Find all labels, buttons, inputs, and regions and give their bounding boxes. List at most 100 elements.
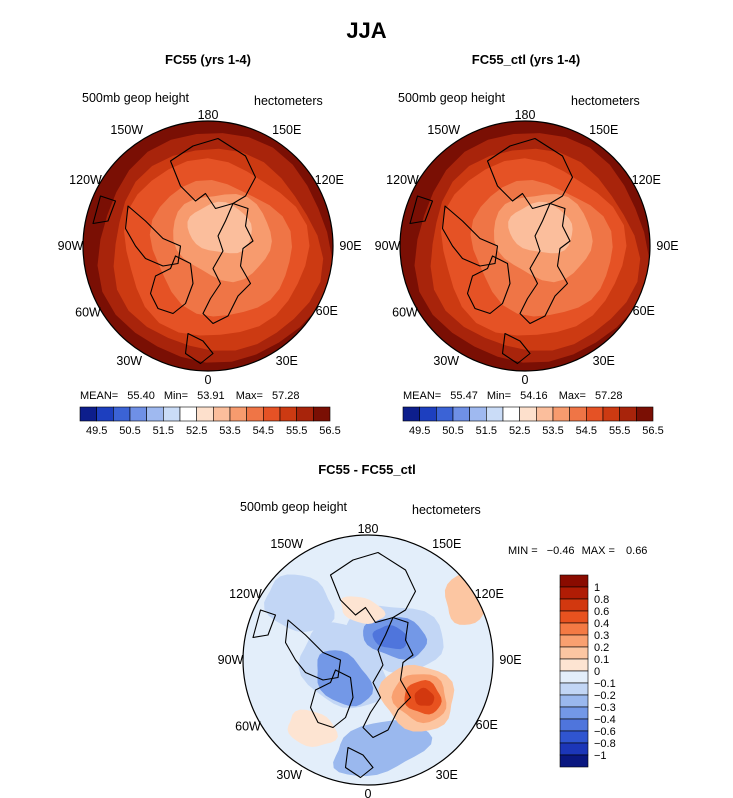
map-1-coastline-4 [184, 332, 214, 365]
map-1-coastline-2 [124, 205, 182, 267]
map-2-field [400, 121, 650, 371]
map-1-field [83, 121, 333, 371]
colorbar-2-swatch-14 [636, 406, 654, 422]
panel1-mean: 55.40 [127, 390, 155, 402]
map-1-lon-label-11: 150W [110, 123, 143, 137]
panel2-title: FC55_ctl (yrs 1-4) [471, 52, 581, 67]
panel1-max: 57.28 [271, 390, 300, 402]
colorbar-2-swatch-0 [402, 406, 420, 422]
map-3-coastline-3 [309, 669, 354, 729]
panel1-min-label: Min= [163, 390, 189, 402]
map-3-coastline-4 [344, 746, 374, 779]
panel3-min-label: MIN = [508, 545, 538, 557]
colorbar-3-swatch-5 [559, 634, 589, 648]
map-2-lon-label-7: 30W [433, 354, 459, 368]
colorbar-3-tick-13: −0.8 [594, 738, 616, 750]
panel3-field-label: 500mb geop height [240, 500, 348, 514]
colorbar-1-swatch-4 [146, 406, 164, 422]
panel2-min: 54.16 [520, 390, 548, 402]
map-1-lon-label-6: 0 [205, 373, 212, 387]
panel1-stats: MEAN= 55.40 Min= 53.91 Max= 57.28 [80, 390, 300, 402]
panel1-units: hectometers [254, 94, 323, 108]
colorbar-2-tick-6: 55.5 [609, 425, 630, 437]
colorbar-2-swatch-11 [586, 406, 604, 422]
colorbar-3-swatch-6 [559, 646, 589, 660]
panel3-max-label: MAX = [581, 545, 615, 557]
colorbar-2-swatch-3 [452, 406, 470, 422]
map-1-lon-label-5: 30E [276, 354, 298, 368]
colorbar-1-swatch-2 [113, 406, 131, 422]
colorbar-3-tick-10: −0.3 [594, 702, 616, 714]
colorbar-3-tick-5: 0.2 [594, 642, 609, 654]
colorbar-3-swatch-1 [559, 586, 589, 600]
map-1-lon-label-8: 60W [75, 305, 101, 319]
colorbar-3-tick-1: 0.8 [594, 594, 609, 606]
map-2-lon-label-9: 90W [375, 239, 401, 253]
map-1-coastline-0 [169, 137, 257, 210]
colorbar-2-swatch-8 [536, 406, 554, 422]
map-2-lon-label-6: 0 [522, 373, 529, 387]
panel2-field-label: 500mb geop height [398, 91, 506, 105]
colorbar-3-tick-11: −0.4 [594, 714, 616, 726]
map-1-coastline-3 [149, 255, 194, 315]
colorbar-3-tick-14: −1 [594, 750, 607, 762]
colorbar-3-tick-7: 0 [594, 666, 600, 678]
colorbar-2-tick-5: 54.5 [576, 425, 597, 437]
map-3-contour-8 [287, 709, 338, 747]
colorbar-3-swatch-13 [559, 730, 589, 744]
map-2-lon-label-0: 180 [515, 108, 536, 122]
map-3-contour-1 [264, 574, 335, 633]
colorbar-3-swatch-0 [559, 574, 589, 588]
map-3-coastline-2 [284, 619, 342, 681]
map-2-border [399, 120, 651, 372]
map-2-lon-label-5: 30E [593, 354, 615, 368]
map-3-contour-7 [333, 719, 433, 777]
panel2-stats: MEAN= 55.47 Min= 54.16 Max= 57.28 [403, 390, 623, 402]
map-2-coastline-3 [466, 255, 511, 315]
colorbar-2-swatch-13 [619, 406, 637, 422]
colorbar-1-swatch-1 [96, 406, 114, 422]
map-3-lon-label-3: 90E [499, 653, 521, 667]
map-1-lon-label-10: 120W [69, 173, 102, 187]
colorbar-2-swatch-1 [419, 406, 437, 422]
colorbar-3-swatch-4 [559, 622, 589, 636]
map-2-lon-label-10: 120W [386, 173, 419, 187]
panel1-field-label: 500mb geop height [82, 91, 190, 105]
map-1-contour-6 [187, 201, 252, 254]
panel2-max-label: Max= [558, 390, 586, 402]
colorbar-2-swatch-4 [469, 406, 487, 422]
colorbar-3-swatch-3 [559, 610, 589, 624]
colorbar-1-swatch-11 [263, 406, 281, 422]
panel2-units: hectometers [571, 94, 640, 108]
colorbar-1-tick-4: 53.5 [219, 425, 240, 437]
colorbar-1-swatch-14 [313, 406, 331, 422]
map-2-lon-label-2: 120E [632, 173, 661, 187]
colorbar-1-tick-2: 51.5 [153, 425, 174, 437]
colorbar-1-tick-6: 55.5 [286, 425, 307, 437]
map-3-field [243, 535, 493, 785]
colorbar-1-tick-5: 54.5 [253, 425, 274, 437]
colorbar-1-tick-3: 52.5 [186, 425, 207, 437]
colorbar-1-tick-0: 49.5 [86, 425, 107, 437]
map-2-coastline-1 [519, 202, 571, 325]
colorbar-3-swatch-11 [559, 706, 589, 720]
map-1-lon-label-0: 180 [198, 108, 219, 122]
colorbar-3-swatch-12 [559, 718, 589, 732]
colorbar-2-tick-4: 53.5 [542, 425, 563, 437]
map-2-lon-label-8: 60W [392, 305, 418, 319]
colorbar-3-tick-0: 1 [594, 582, 600, 594]
map-3-lon-label-2: 120E [475, 587, 504, 601]
map-3-lon-label-10: 120W [229, 587, 262, 601]
colorbar-1-swatch-10 [246, 406, 264, 422]
colorbar-2-swatch-12 [602, 406, 620, 422]
map-2-lon-label-4: 60E [633, 304, 655, 318]
panel3-title: FC55 - FC55_ctl [318, 462, 416, 477]
map-3-coastline-0 [329, 551, 417, 624]
colorbar-3-swatch-9 [559, 682, 589, 696]
colorbar-3-tick-6: 0.1 [594, 654, 609, 666]
colorbar-1-swatch-6 [179, 406, 197, 422]
colorbar-2-tick-0: 49.5 [409, 425, 430, 437]
map-2-lon-label-3: 90E [656, 239, 678, 253]
panel2-mean: 55.47 [450, 390, 478, 402]
colorbar-1-swatch-12 [279, 406, 297, 422]
